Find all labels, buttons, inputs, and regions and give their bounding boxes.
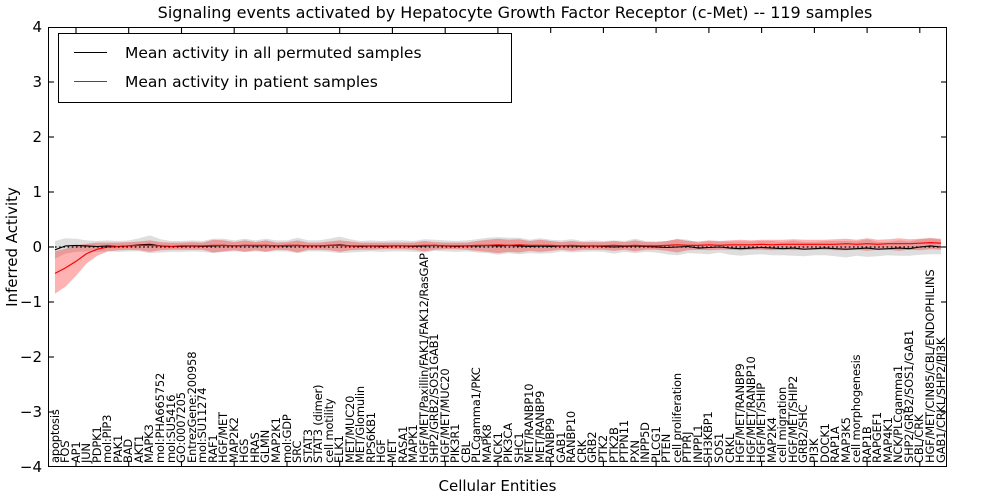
y-tick-label: 4 — [32, 18, 42, 36]
legend: Mean activity in all permuted samples Me… — [58, 33, 512, 103]
x-axis-label: Cellular Entities — [438, 477, 557, 495]
y-tick-label: −1 — [19, 293, 42, 311]
chart-title: Signaling events activated by Hepatocyte… — [157, 3, 873, 22]
legend-item-permuted: Mean activity in all permuted samples — [59, 38, 511, 67]
patient-mean-line — [54, 241, 942, 274]
y-tick-label: 1 — [32, 183, 42, 201]
permuted-band — [55, 235, 941, 259]
y-tick-label: −2 — [19, 348, 42, 366]
legend-line-patient — [74, 81, 107, 82]
legend-label: Mean activity in all permuted samples — [125, 43, 422, 62]
y-tick-label: −3 — [19, 403, 42, 421]
legend-label: Mean activity in patient samples — [125, 72, 378, 91]
x-tick-label: GAB1/CRKL/SHP2/PI3K — [933, 337, 948, 463]
chart-canvas — [48, 27, 947, 467]
legend-item-patient: Mean activity in patient samples — [59, 67, 511, 96]
y-tick-label: 3 — [32, 73, 42, 91]
y-tick-label: 0 — [32, 238, 42, 256]
legend-line-permuted — [74, 52, 107, 53]
y-tick-label: −4 — [19, 458, 42, 476]
y-tick-label: 2 — [32, 128, 42, 146]
